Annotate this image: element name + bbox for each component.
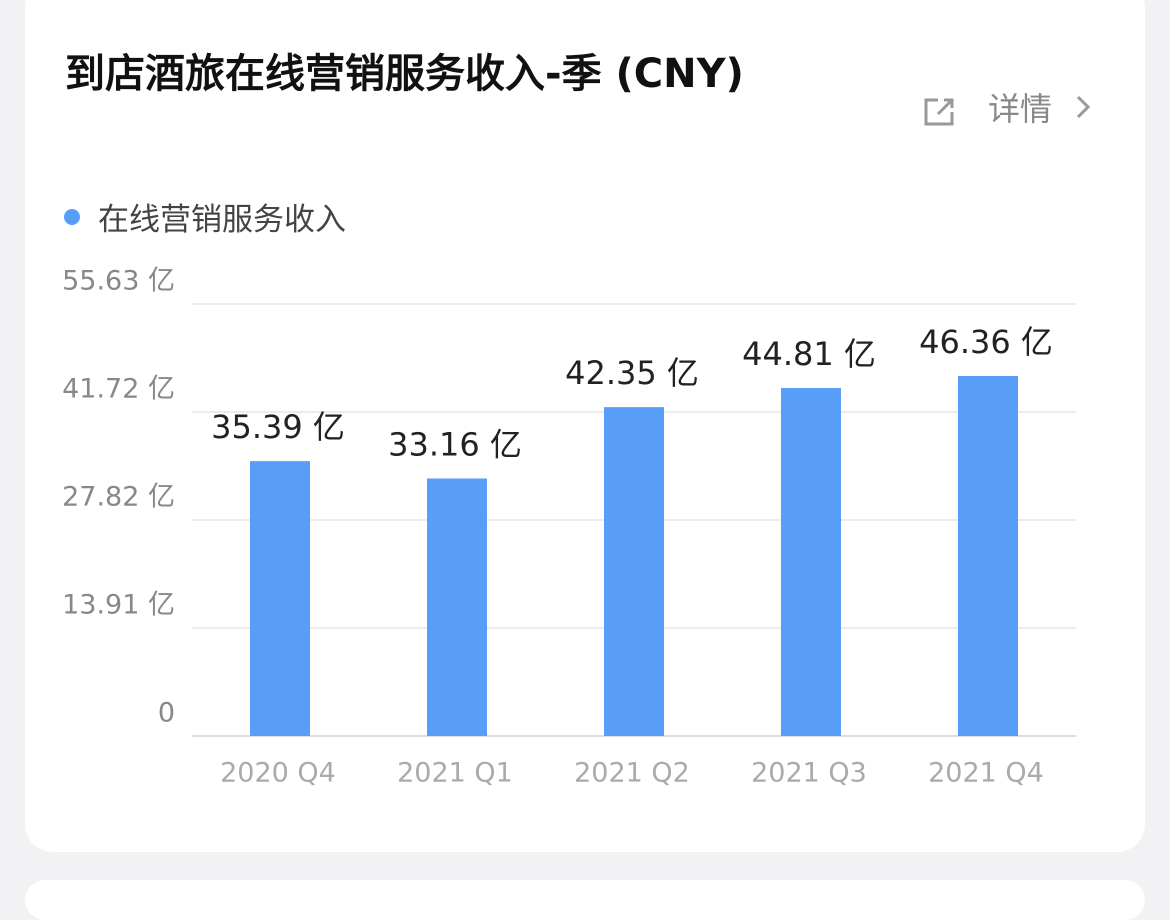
y-tick-label: 55.63 亿 — [62, 266, 175, 297]
x-tick-label: 2020 Q4 — [220, 758, 336, 789]
y-tick-label: 13.91 亿 — [62, 589, 175, 620]
chevron[interactable] — [1076, 95, 1091, 119]
bar — [958, 375, 1018, 736]
legend: 在线营销服务收入 — [60, 194, 346, 239]
legend-label: 在线营销服务收入 — [98, 202, 346, 238]
value-label: 42.35 亿 — [565, 354, 699, 392]
detail-link[interactable]: 详情 — [988, 90, 1053, 128]
value-label: 46.36 亿 — [919, 323, 1053, 361]
chart-title: 到店酒旅在线营销服务收入-季 (CNY) — [65, 51, 744, 97]
x-tick-label: 2021 Q2 — [574, 758, 690, 789]
bar — [604, 407, 664, 736]
legend-marker — [64, 208, 80, 225]
y-tick-label: 41.72 亿 — [62, 374, 175, 405]
x-tick-label: 2021 Q4 — [928, 758, 1044, 789]
value-label: 44.81 亿 — [742, 335, 876, 373]
bar — [250, 461, 310, 736]
y-tick-label: 27.82 亿 — [62, 481, 175, 512]
x-tick-label: 2021 Q3 — [751, 758, 867, 789]
value-label: 33.16 亿 — [388, 425, 522, 463]
icon-arrow — [936, 98, 954, 116]
icon-box — [924, 98, 954, 126]
x-tick-label: 2021 Q1 — [397, 758, 513, 789]
value-label: 35.39 亿 — [211, 408, 345, 446]
chart: 0 13.91 亿 27.82 亿 41.72 亿 55.63 亿 35.39 亿 2020… — [62, 95, 1091, 789]
bar — [427, 478, 487, 736]
page: 到店酒旅在线营销服务收入-季 (CNY) 0 13.91 亿 27.82 亿 41.7… — [25, 0, 1145, 920]
bar — [781, 388, 841, 736]
external-link-icon[interactable] — [924, 95, 1091, 126]
y-tick-label: 0 — [158, 698, 175, 729]
